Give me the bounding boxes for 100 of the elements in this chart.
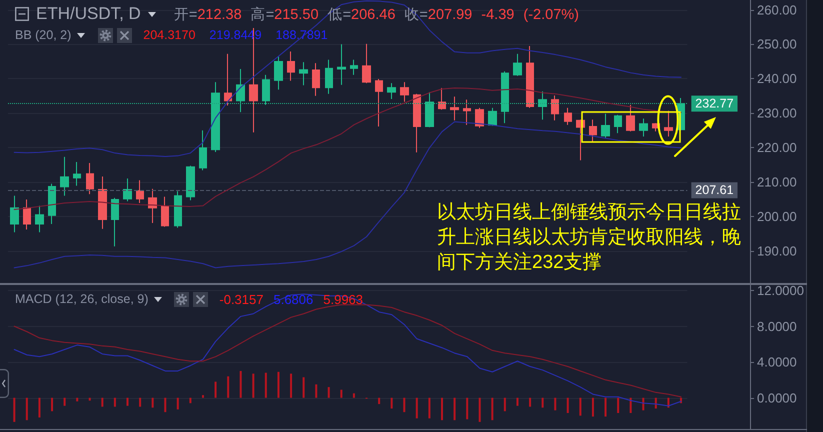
candlestick: [98, 176, 107, 230]
candlestick: [287, 50, 295, 82]
line-series: [14, 294, 682, 406]
bar: [51, 398, 54, 412]
candlestick: [463, 99, 471, 126]
bar: [176, 398, 179, 410]
bar: [227, 376, 230, 398]
candlestick: [48, 183, 56, 225]
candlestick: [601, 113, 610, 138]
bar: [642, 398, 644, 410]
bar: [264, 372, 267, 398]
bar: [340, 390, 342, 398]
candlestick: [450, 96, 459, 121]
candlestick: [513, 53, 522, 76]
bar: [604, 398, 607, 417]
candlestick: [262, 74, 270, 106]
y-tick-label: 260.00: [757, 2, 797, 18]
bar: [126, 398, 129, 406]
bar: [76, 398, 78, 402]
y-tick-label: 4.0000: [757, 354, 797, 370]
line-series: [14, 304, 682, 398]
bar: [428, 398, 430, 418]
bar: [454, 398, 456, 420]
bar: [139, 398, 142, 407]
bar: [202, 395, 204, 398]
bar: [328, 387, 330, 398]
bar: [390, 398, 393, 409]
bar: [516, 398, 518, 406]
bar: [164, 398, 166, 412]
candlestick: [224, 53, 232, 106]
candlestick: [174, 190, 182, 228]
candlestick: [488, 107, 497, 126]
ref-line-label: 207.61: [695, 183, 734, 198]
bar: [38, 398, 40, 418]
text: 开=212.38 高=215.50 低=206.46 收=207.99 -4.39 (-2.07%): [174, 6, 579, 22]
candlestick: [136, 180, 144, 204]
candlestick: [425, 92, 434, 128]
bar: [214, 382, 217, 398]
candlestick: [35, 205, 44, 233]
candlestick: [161, 196, 169, 228]
bar: [290, 374, 292, 398]
bar: [64, 398, 66, 406]
annotation: BB (20, 2): [15, 28, 72, 42]
bar: [478, 398, 481, 422]
candlestick: [501, 70, 509, 124]
y-tick-label: 8.0000: [757, 318, 797, 334]
bar: [315, 384, 318, 398]
bar: [579, 398, 582, 416]
bar: [542, 398, 544, 408]
bar: [13, 398, 16, 422]
y-tick-label: 230.00: [757, 106, 797, 121]
annotation: 以太坊日线上倒锤线预示今日日线拉升上涨日线以太坊肯定收取阳线，晚间下方关注232支撑: [437, 201, 742, 275]
ref-line-label: 232.77: [695, 96, 734, 111]
candlestick: [211, 82, 220, 153]
annotation: -0.3157: [219, 292, 264, 306]
bar: [277, 372, 280, 398]
candlestick: [362, 43, 371, 84]
candlestick: [60, 156, 69, 196]
candlestick: [626, 104, 635, 132]
candlestick: [325, 59, 333, 94]
candlestick: [274, 56, 283, 90]
candlestick: [123, 178, 132, 202]
bar: [26, 398, 28, 420]
bar: [554, 398, 556, 410]
candlestick: [148, 188, 157, 224]
candlestick: [564, 107, 572, 126]
candlestick: [375, 78, 383, 128]
candlestick: [589, 119, 597, 143]
bar: [440, 398, 443, 420]
candlestick: [526, 45, 534, 108]
bar: [101, 398, 104, 407]
bar: [491, 398, 494, 420]
candlestick: [299, 62, 308, 86]
bar: [529, 398, 532, 407]
candlestick: [350, 59, 358, 76]
y-tick-label: 210.00: [757, 174, 797, 190]
candlestick: [664, 110, 673, 138]
annotation: MACD (12, 26, close, 9): [15, 292, 148, 306]
candlestick: [236, 68, 245, 113]
bar: [466, 398, 468, 420]
bar: [403, 398, 406, 412]
candlestick: [312, 62, 320, 96]
y-tick-label: 250.00: [757, 36, 797, 52]
bar: [504, 398, 506, 412]
candlestick: [400, 82, 409, 102]
bar: [416, 398, 418, 418]
y-tick-label: 0.0000: [757, 390, 797, 406]
line-series: [14, 0, 682, 157]
candlestick: [111, 197, 119, 247]
candlestick: [337, 44, 346, 86]
candlestick: [23, 199, 31, 230]
bar: [240, 370, 242, 398]
candlestick: [538, 90, 547, 120]
candlestick: [614, 114, 622, 134]
bar: [630, 398, 632, 413]
y-tick-label: 190.00: [757, 243, 797, 258]
bar: [352, 393, 355, 398]
bar: [252, 374, 254, 398]
bar: [189, 398, 192, 404]
y-tick-label: 12.0000: [757, 283, 804, 298]
